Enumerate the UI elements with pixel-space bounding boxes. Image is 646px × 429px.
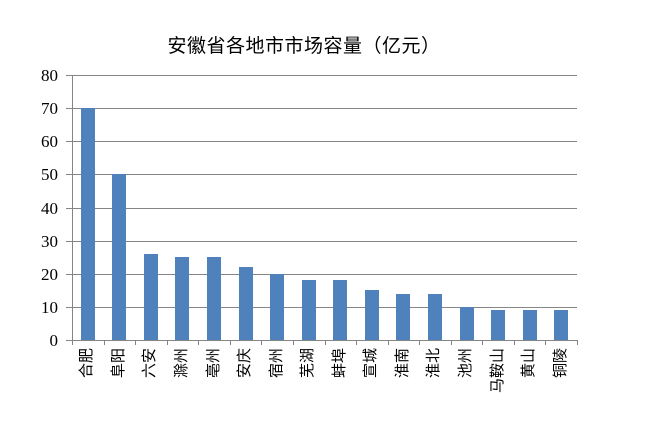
bar [333,280,348,340]
x-category-label: 芜湖 [300,348,317,379]
x-axis-tick [577,340,578,345]
bar [427,293,442,340]
gridline [72,240,577,242]
x-axis-tick [135,340,137,345]
gridline [72,306,577,308]
bar [491,310,506,340]
x-axis-tick [261,340,263,345]
x-axis-tick [545,340,547,345]
x-category-label: 合肥 [79,348,96,379]
bar [459,306,474,340]
gridline [72,207,577,209]
x-category-label: 滁州 [173,348,190,379]
y-tick-label: 30 [41,231,58,251]
y-tick-label: 60 [41,132,58,152]
bar [522,310,537,340]
x-category-label: 黄山 [521,348,538,379]
bar [301,280,316,340]
gridline [72,273,577,275]
y-axis-tick [66,306,72,308]
y-tick-label: 80 [41,66,58,85]
y-tick-label: 0 [49,331,59,350]
x-category-label: 淮南 [394,348,411,379]
x-axis-tick [166,340,168,345]
y-axis-tick [66,340,72,341]
y-axis-tick [66,108,72,110]
bar [112,174,127,340]
bar [396,293,411,340]
x-axis-tick [198,340,200,345]
x-axis-tick [324,340,326,345]
x-category-label: 安庆 [237,348,254,379]
x-axis-tick [513,340,515,345]
y-axis-tick [66,141,72,143]
y-axis-line [72,75,73,345]
y-axis-tick [66,174,72,176]
x-axis-tick [72,340,73,345]
y-tick-label: 70 [41,99,58,119]
x-category-label: 宿州 [268,348,285,379]
bar [80,108,95,340]
gridline [72,75,577,76]
x-axis-tick [103,340,105,345]
y-tick-label: 50 [41,165,58,185]
gridline [72,174,577,176]
bar [207,257,222,340]
x-axis-tick [387,340,389,345]
x-axis-tick [450,340,452,345]
y-axis-tick [66,240,72,242]
bar [175,257,190,340]
x-category-label: 蚌埠 [331,348,348,379]
x-category-label: 淮北 [426,348,443,379]
x-category-label: 宣城 [363,348,380,379]
x-axis-tick [482,340,484,345]
x-category-label: 铜陵 [552,348,569,379]
bar [364,290,379,340]
x-category-label: 阜阳 [110,348,127,379]
bar [238,267,253,340]
x-axis-tick [356,340,358,345]
bar [554,310,569,340]
gridline [72,108,577,110]
y-tick-label: 10 [41,297,58,317]
y-axis-tick [66,273,72,275]
x-axis-tick [292,340,294,345]
x-axis-tick [419,340,421,345]
bar [143,253,158,340]
y-axis-tick [66,207,72,209]
bar [270,273,285,340]
x-category-label: 池州 [458,348,475,379]
x-category-label: 六安 [142,348,159,379]
x-category-label: 亳州 [205,348,222,379]
x-category-label: 马鞍山 [489,348,506,394]
y-tick-label: 20 [41,264,58,284]
gridline [72,141,577,143]
x-axis-tick [229,340,231,345]
chart-title: 安徽省各地市市场容量（亿元） [167,36,441,57]
y-axis-tick [66,75,72,76]
y-tick-label: 40 [41,198,58,218]
